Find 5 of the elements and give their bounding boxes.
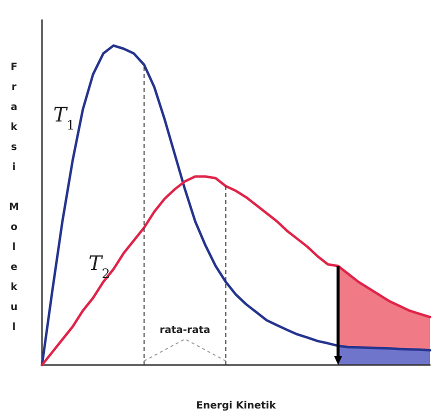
series-label: T$_{1}$	[53, 102, 75, 133]
y-axis-title: Fraksi Molekul	[8, 62, 20, 342]
annotation: rata-rata	[160, 325, 210, 336]
x-axis-title: Energi Kinetik	[196, 400, 276, 412]
series-label: T$_{2}$	[88, 250, 110, 282]
